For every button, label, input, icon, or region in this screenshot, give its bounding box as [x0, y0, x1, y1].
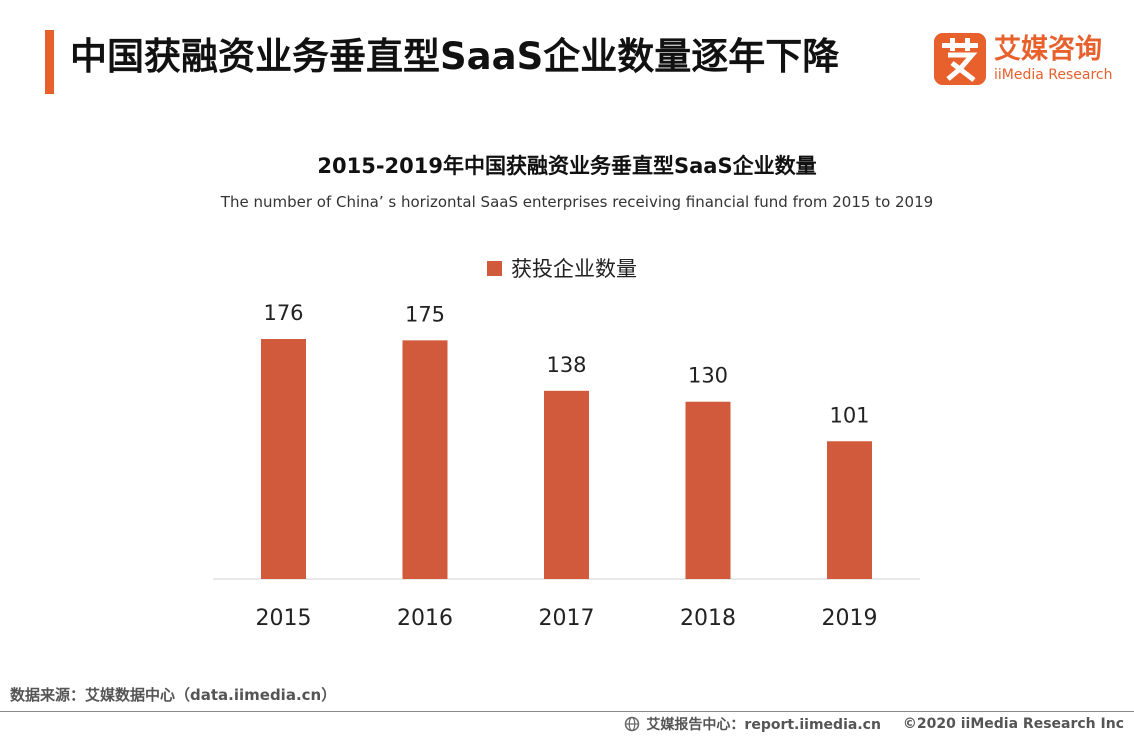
bar-value-label-2017: 138 — [546, 353, 586, 377]
x-tick-label-2016: 2016 — [397, 606, 453, 631]
bar-value-label-2018: 130 — [688, 364, 728, 388]
x-tick-label-2019: 2019 — [822, 606, 878, 631]
copyright: ©2020 iiMedia Research Inc — [902, 716, 1124, 732]
x-tick-label-2018: 2018 — [680, 606, 736, 631]
bar-2015 — [261, 339, 306, 579]
logo-subname: iiMedia Research — [994, 67, 1113, 83]
report-center-link[interactable]: 艾媒报告中心：report.iimedia.cn — [646, 717, 881, 733]
data-source: 数据来源：艾媒数据中心（data.iimedia.cn） — [10, 686, 337, 704]
logo-mark-icon — [934, 33, 986, 85]
x-tick-label-2017: 2017 — [539, 606, 595, 631]
bar-2018 — [685, 401, 731, 579]
footer: 艾媒报告中心：report.iimedia.cn ©2020 iiMedia R… — [624, 713, 1124, 735]
company-logo: 艾媒咨询 iiMedia Research — [934, 33, 1114, 89]
x-tick-label-2015: 2015 — [256, 606, 312, 631]
legend-swatch — [487, 260, 502, 276]
bar-2016 — [402, 340, 448, 579]
bar-value-label-2015: 176 — [263, 301, 303, 325]
title-accent-bar — [45, 30, 54, 94]
bar-2017 — [544, 390, 589, 579]
globe-icon — [625, 716, 640, 732]
logo-name: 艾媒咨询 — [994, 34, 1102, 65]
logo-glyph-icon — [934, 33, 986, 85]
chart-subtitle: The number of China’ s horizontal SaaS e… — [220, 193, 934, 211]
legend-label: 获投企业数量 — [511, 257, 637, 281]
bar-2019 — [827, 441, 872, 579]
chart-legend: 获投企业数量 — [487, 254, 637, 282]
footer-divider — [0, 711, 1134, 712]
bar-value-label-2016: 175 — [405, 302, 445, 326]
page-title: 中国获融资业务垂直型SaaS企业数量逐年下降 — [70, 35, 840, 78]
chart-title: 2015-2019年中国获融资业务垂直型SaaS企业数量 — [317, 154, 817, 178]
bar-value-label-2019: 101 — [829, 403, 869, 427]
